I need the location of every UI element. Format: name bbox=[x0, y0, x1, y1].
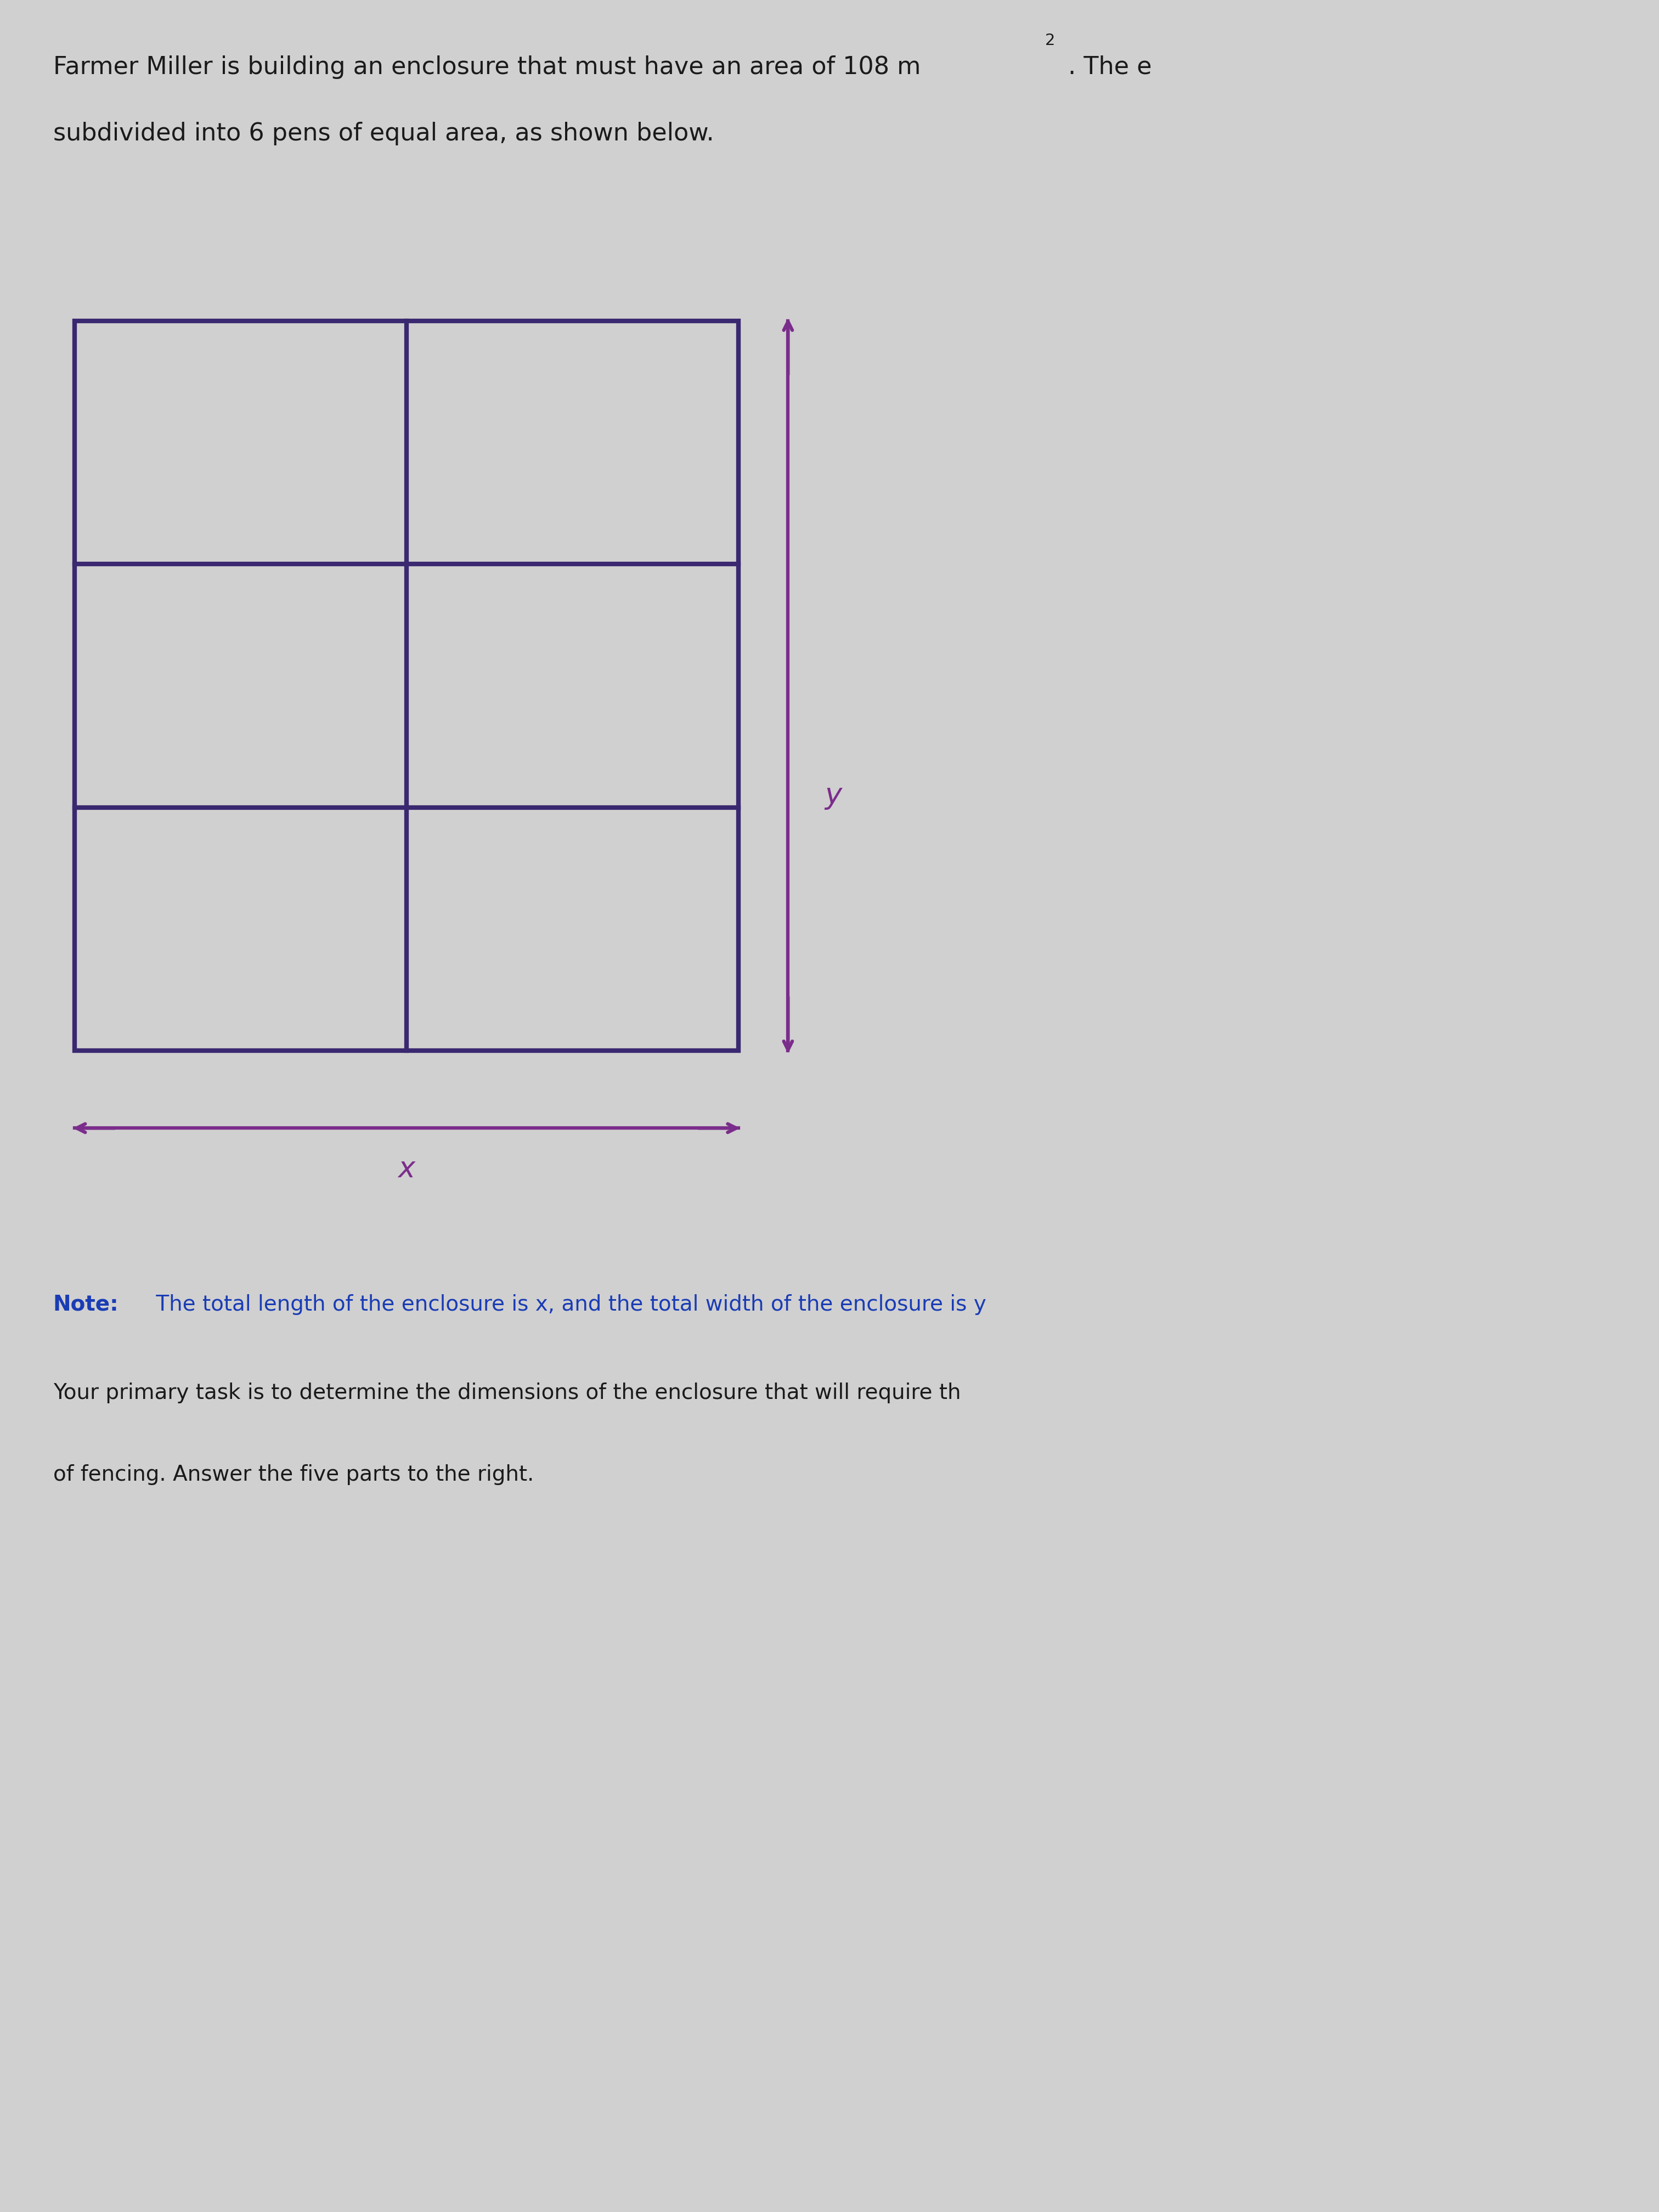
Text: The total length of the enclosure is x, and the total width of the enclosure is : The total length of the enclosure is x, … bbox=[149, 1294, 987, 1314]
Text: x: x bbox=[398, 1155, 415, 1183]
Text: y: y bbox=[825, 781, 841, 810]
Text: Your primary task is to determine the dimensions of the enclosure that will requ: Your primary task is to determine the di… bbox=[53, 1383, 961, 1402]
Text: . The e: . The e bbox=[1068, 55, 1151, 80]
Text: subdivided into 6 pens of equal area, as shown below.: subdivided into 6 pens of equal area, as… bbox=[53, 122, 713, 146]
Text: Farmer Miller is building an enclosure that must have an area of 108 m: Farmer Miller is building an enclosure t… bbox=[53, 55, 921, 80]
Text: of fencing. Answer the five parts to the right.: of fencing. Answer the five parts to the… bbox=[53, 1464, 534, 1484]
Text: Note:: Note: bbox=[53, 1294, 119, 1314]
Text: 2: 2 bbox=[1045, 33, 1055, 49]
Bar bbox=[75, 321, 738, 1051]
